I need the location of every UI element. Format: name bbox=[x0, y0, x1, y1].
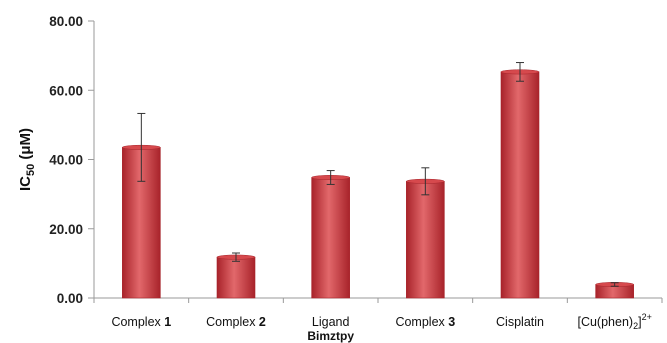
x-tick-label: Complex 2 bbox=[206, 315, 266, 329]
y-tick-label: 80.00 bbox=[49, 14, 83, 29]
bar bbox=[500, 71, 540, 299]
x-tick-label: Cisplatin bbox=[496, 315, 544, 329]
bars bbox=[122, 69, 634, 299]
axes bbox=[88, 20, 663, 303]
error-bars bbox=[137, 62, 619, 287]
x-sub-label: Bimztpy bbox=[307, 329, 354, 343]
y-tick-label: 40.00 bbox=[49, 153, 83, 168]
x-tick-label: [Cu(phen)2]2+ bbox=[577, 312, 651, 331]
labels: 0.00 20.00 40.00 60.00 80.00 Complex 1 Complex… bbox=[17, 14, 652, 343]
bar bbox=[311, 177, 350, 299]
y-tick-label: 20.00 bbox=[49, 222, 83, 237]
y-axis-label: IC50 (μM) bbox=[17, 128, 37, 191]
x-tick-label: Complex 1 bbox=[111, 315, 171, 329]
bar bbox=[406, 181, 445, 299]
bar bbox=[216, 256, 256, 299]
x-tick-label: Complex 3 bbox=[395, 315, 455, 329]
x-tick-label: Ligand bbox=[312, 315, 350, 329]
y-tick-label: 0.00 bbox=[57, 291, 83, 306]
y-tick-label: 60.00 bbox=[49, 83, 83, 98]
